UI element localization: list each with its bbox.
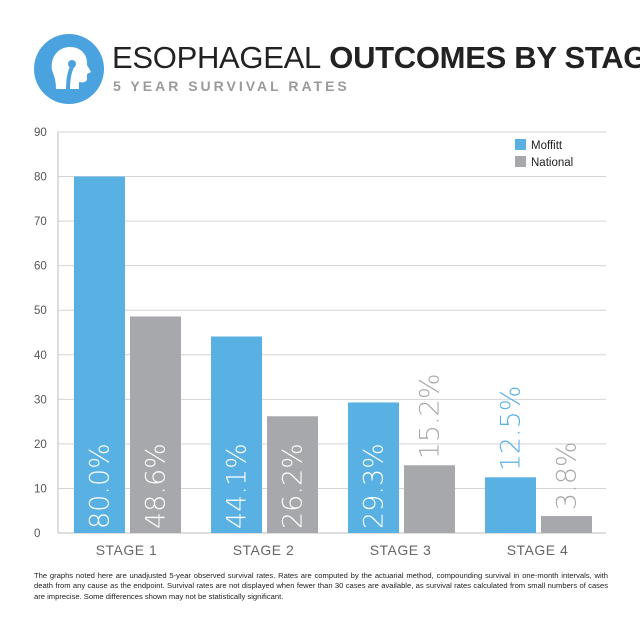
legend-swatch-national — [515, 156, 526, 167]
x-tick-label: STAGE 1 — [96, 542, 158, 558]
y-tick-label: 60 — [34, 261, 47, 273]
data-label: 80.0% — [85, 443, 116, 529]
chart-title: ESOPHAGEAL OUTCOMES BY STAGE — [112, 40, 640, 76]
bar-national — [267, 416, 318, 533]
chart-title-light: ESOPHAGEAL — [112, 40, 321, 75]
data-label: 12.5% — [496, 386, 527, 472]
y-tick-label: 80 — [34, 172, 47, 184]
bar-moffitt — [74, 176, 125, 534]
legend-label: Moffitt — [531, 140, 563, 152]
data-label: 44.1% — [222, 443, 253, 529]
head-neck-anatomy-icon — [34, 34, 104, 104]
x-tick-label: STAGE 3 — [370, 542, 432, 558]
data-label: 48.6% — [141, 443, 172, 529]
legend-label: National — [531, 157, 573, 169]
y-tick-label: 50 — [34, 305, 47, 317]
data-label: 15.2% — [415, 373, 446, 459]
bar-national — [404, 465, 455, 533]
logo-throat — [68, 60, 76, 68]
bar-moffitt — [348, 402, 399, 533]
bar-moffitt — [211, 336, 262, 533]
bar-national — [130, 316, 181, 533]
y-tick-label: 10 — [34, 483, 47, 495]
data-label: 3.8% — [552, 441, 583, 510]
y-tick-label: 20 — [34, 439, 47, 451]
chart-title-bold: OUTCOMES BY STAGE — [329, 40, 640, 75]
y-tick-label: 0 — [34, 528, 40, 540]
data-label: 26.2% — [278, 443, 309, 529]
footnote: The graphs noted here are unadjusted 5-y… — [34, 571, 608, 601]
bar-moffitt — [485, 477, 536, 533]
x-tick-label: STAGE 4 — [507, 542, 569, 558]
x-tick-label: STAGE 2 — [233, 542, 295, 558]
chart-header: ESOPHAGEAL OUTCOMES BY STAGE 5 YEAR SURV… — [34, 30, 640, 110]
y-tick-label: 40 — [34, 350, 47, 362]
y-tick-label: 90 — [34, 127, 47, 139]
y-tick-label: 70 — [34, 216, 47, 228]
y-tick-label: 30 — [34, 394, 47, 406]
bar-national — [541, 516, 592, 533]
legend-swatch-moffitt — [515, 139, 526, 150]
chart-subtitle: 5 YEAR SURVIVAL RATES — [113, 78, 350, 94]
logo-esophagus — [66, 65, 74, 92]
data-label: 29.3% — [359, 443, 390, 529]
